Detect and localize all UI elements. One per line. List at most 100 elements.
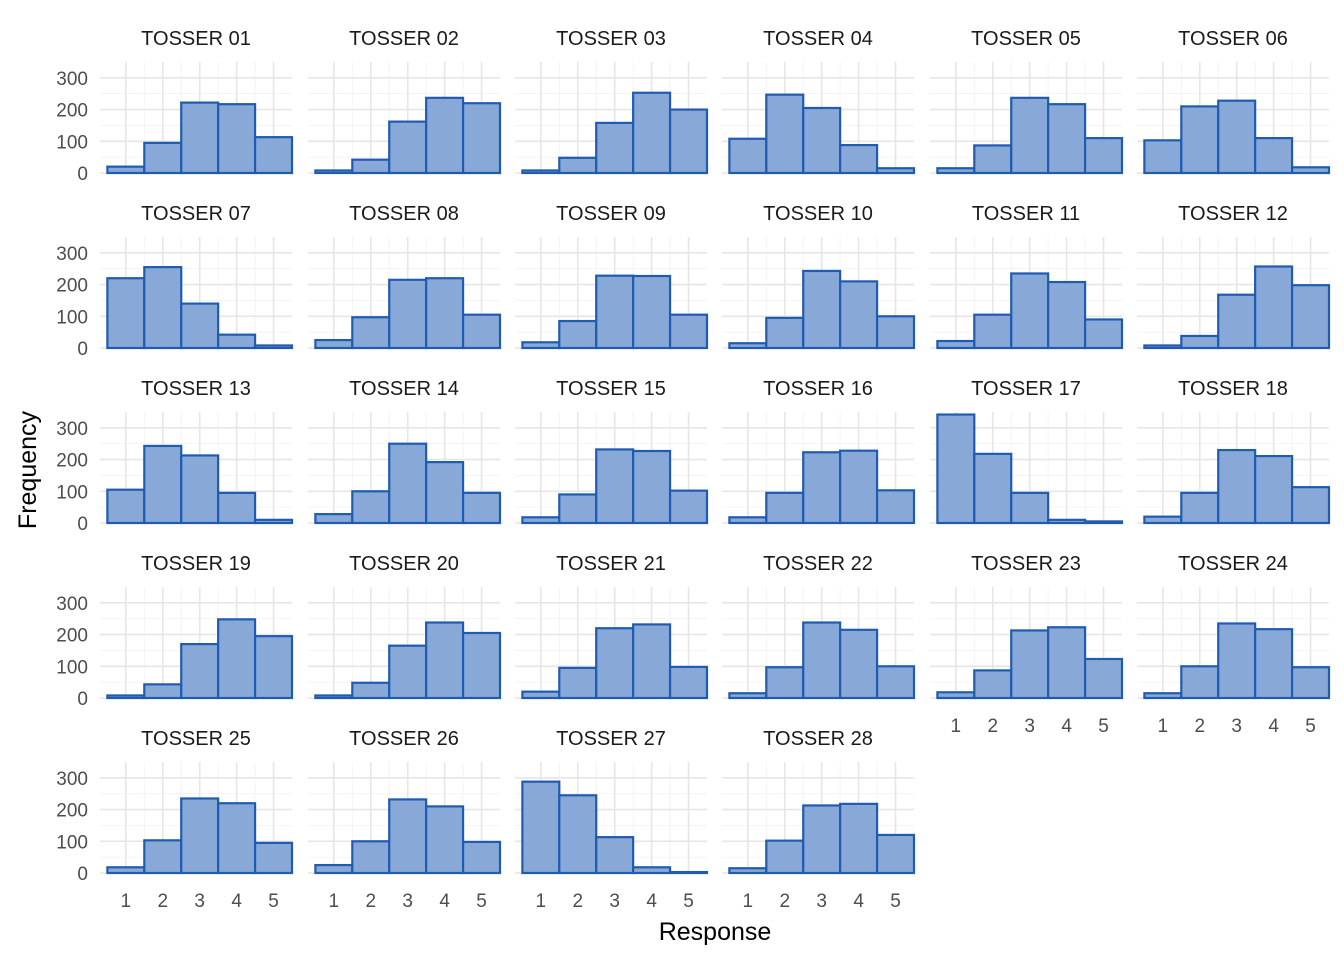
- bars: [314, 621, 502, 700]
- histogram-bar: [106, 488, 146, 525]
- histogram-bar: [521, 341, 561, 350]
- histogram-bar: [936, 413, 976, 525]
- histogram-bar: [461, 631, 502, 700]
- x-tick-label: 4: [1061, 716, 1072, 737]
- histogram-bar: [973, 144, 1013, 175]
- x-tick-label: 2: [987, 716, 998, 737]
- facet-panel: TOSSER 18: [1137, 378, 1331, 525]
- histogram-bar: [765, 666, 805, 700]
- y-tick-label: 200: [56, 451, 88, 472]
- x-tick-label: 4: [231, 891, 242, 912]
- x-tick-label: 3: [194, 891, 205, 912]
- histogram-bar: [1010, 96, 1050, 175]
- histogram-bar: [106, 694, 146, 700]
- histogram-bar: [728, 137, 768, 175]
- bars: [936, 96, 1124, 175]
- histogram-bar: [595, 274, 635, 350]
- histogram-bar: [106, 165, 146, 175]
- facet-title: TOSSER 22: [763, 553, 873, 575]
- histogram-bar: [1143, 139, 1183, 175]
- histogram-bar: [425, 277, 465, 350]
- y-tick-label: 200: [56, 101, 88, 122]
- facet-title: TOSSER 18: [1178, 378, 1288, 400]
- histogram-bar: [802, 451, 842, 525]
- bars: [106, 266, 294, 350]
- histogram-bar: [1010, 491, 1050, 525]
- facet-title: TOSSER 01: [141, 28, 251, 50]
- facet-title: TOSSER 02: [349, 28, 459, 50]
- histogram-bar: [180, 454, 220, 525]
- facet-title: TOSSER 16: [763, 378, 873, 400]
- facet-panel: TOSSER 24 1 2 3 4 5: [1137, 553, 1331, 737]
- histogram-bar: [1217, 448, 1257, 525]
- histogram-bar: [521, 690, 561, 700]
- histogram-bar: [765, 839, 805, 875]
- histogram-bar: [1290, 666, 1331, 700]
- y-tick-label: 100: [56, 482, 88, 503]
- histogram-bar: [765, 93, 805, 175]
- y-tick-label: 300: [56, 419, 88, 440]
- facet-panel: TOSSER 15: [515, 378, 709, 525]
- x-tick-label: 5: [683, 891, 694, 912]
- facet-title: TOSSER 12: [1178, 203, 1288, 225]
- histogram-bar: [839, 143, 879, 175]
- histogram-bar: [1254, 454, 1294, 525]
- x-tick-label: 1: [951, 716, 962, 737]
- histogram-bar: [936, 691, 976, 700]
- histogram-bar: [253, 518, 294, 525]
- facet-panel: TOSSER 19 0 100 200 300: [56, 553, 294, 710]
- facet-title: TOSSER 08: [349, 203, 459, 225]
- histogram-bar: [595, 448, 635, 525]
- facet-panel: TOSSER 17: [930, 378, 1124, 525]
- histogram-bar: [632, 866, 672, 875]
- facet-panel: TOSSER 13 0 100 200 300: [56, 378, 294, 535]
- bars: [936, 272, 1124, 350]
- histogram-bar: [217, 103, 257, 175]
- facet-panel: TOSSER 26 1 2 3 4 5: [308, 728, 502, 912]
- x-tick-label: 2: [157, 891, 168, 912]
- histogram-bar: [351, 158, 391, 175]
- histogram-bar: [632, 449, 672, 525]
- x-tick-label: 4: [1268, 716, 1279, 737]
- histogram-bar: [388, 120, 428, 175]
- histogram-bar: [1047, 626, 1087, 700]
- y-tick-label: 300: [56, 69, 88, 90]
- bars: [1143, 448, 1331, 525]
- histogram-bar: [668, 870, 709, 875]
- histogram-bar: [1010, 272, 1050, 350]
- histogram-bar: [388, 798, 428, 875]
- facet-title: TOSSER 19: [141, 553, 251, 575]
- facet-title: TOSSER 05: [971, 28, 1081, 50]
- histogram-bar: [875, 833, 916, 875]
- histogram-bar: [1180, 334, 1220, 350]
- histogram-bar: [180, 101, 220, 175]
- x-tick-label: 3: [1231, 716, 1242, 737]
- histogram-bar: [668, 313, 709, 350]
- facet-panel: TOSSER 27 1 2 3 4 5: [515, 728, 709, 912]
- x-tick-label: 1: [121, 891, 132, 912]
- bars: [314, 798, 502, 875]
- histogram-bar: [1290, 166, 1331, 175]
- facet-title: TOSSER 03: [556, 28, 666, 50]
- x-tick-label: 1: [536, 891, 547, 912]
- facet-title: TOSSER 27: [556, 728, 666, 750]
- histogram-bar: [558, 319, 598, 350]
- x-axis-title: Response: [659, 918, 772, 946]
- facet-title: TOSSER 28: [763, 728, 873, 750]
- y-tick-label: 200: [56, 801, 88, 822]
- y-tick-label: 0: [77, 689, 88, 710]
- bars: [521, 623, 709, 700]
- histogram-bar: [802, 621, 842, 700]
- facet-panel: TOSSER 22: [722, 553, 916, 700]
- y-tick-label: 100: [56, 657, 88, 678]
- facet-title: TOSSER 09: [556, 203, 666, 225]
- facet-title: TOSSER 07: [141, 203, 251, 225]
- histogram-bar: [839, 628, 879, 700]
- facet-panels: TOSSER 01 0 100 200 300 TOSSER 02 TOSSER 03 TOS…: [56, 28, 1331, 912]
- histogram-bar: [106, 866, 146, 875]
- bars: [314, 96, 502, 175]
- histogram-bar: [802, 269, 842, 350]
- histogram-bar: [1254, 265, 1294, 350]
- y-tick-label: 300: [56, 769, 88, 790]
